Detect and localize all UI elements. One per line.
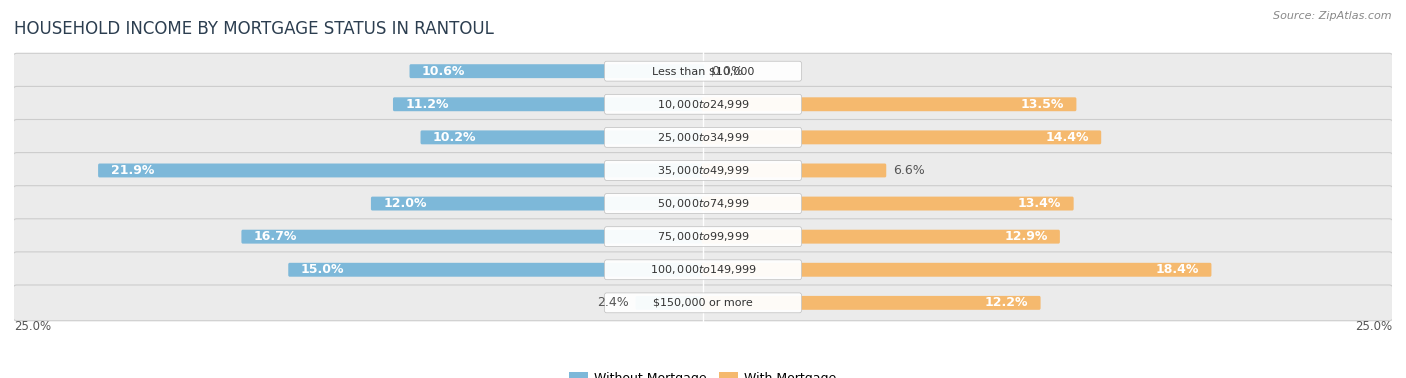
FancyBboxPatch shape [288,263,704,277]
FancyBboxPatch shape [409,64,704,78]
FancyBboxPatch shape [242,230,704,243]
FancyBboxPatch shape [702,263,1212,277]
FancyBboxPatch shape [605,227,801,246]
FancyBboxPatch shape [702,97,1077,111]
Text: 14.4%: 14.4% [1045,131,1088,144]
FancyBboxPatch shape [13,186,1393,222]
FancyBboxPatch shape [702,164,886,177]
FancyBboxPatch shape [702,296,1040,310]
FancyBboxPatch shape [605,127,801,147]
Text: 15.0%: 15.0% [301,263,344,276]
Text: 11.2%: 11.2% [405,98,449,111]
Text: 2.4%: 2.4% [596,296,628,309]
Text: 18.4%: 18.4% [1156,263,1199,276]
FancyBboxPatch shape [605,194,801,214]
Text: 13.4%: 13.4% [1018,197,1062,210]
FancyBboxPatch shape [605,260,801,280]
FancyBboxPatch shape [13,219,1393,254]
Text: 16.7%: 16.7% [254,230,297,243]
Text: 0.0%: 0.0% [711,65,744,77]
FancyBboxPatch shape [13,87,1393,122]
FancyBboxPatch shape [13,119,1393,155]
FancyBboxPatch shape [636,296,704,310]
Text: 25.0%: 25.0% [1355,320,1392,333]
Text: $75,000 to $99,999: $75,000 to $99,999 [657,230,749,243]
Text: $50,000 to $74,999: $50,000 to $74,999 [657,197,749,210]
FancyBboxPatch shape [605,61,801,81]
FancyBboxPatch shape [371,197,704,211]
Text: $35,000 to $49,999: $35,000 to $49,999 [657,164,749,177]
FancyBboxPatch shape [13,53,1393,89]
Text: $10,000 to $24,999: $10,000 to $24,999 [657,98,749,111]
FancyBboxPatch shape [13,252,1393,288]
Text: 12.2%: 12.2% [984,296,1028,309]
FancyBboxPatch shape [605,94,801,114]
Text: 10.6%: 10.6% [422,65,465,77]
Text: Source: ZipAtlas.com: Source: ZipAtlas.com [1274,11,1392,21]
Text: 25.0%: 25.0% [14,320,51,333]
Text: Less than $10,000: Less than $10,000 [652,66,754,76]
Text: $100,000 to $149,999: $100,000 to $149,999 [650,263,756,276]
Text: 13.5%: 13.5% [1021,98,1064,111]
Text: 21.9%: 21.9% [111,164,153,177]
FancyBboxPatch shape [702,230,1060,243]
Text: 12.9%: 12.9% [1004,230,1047,243]
FancyBboxPatch shape [392,97,704,111]
FancyBboxPatch shape [13,153,1393,188]
Text: $150,000 or more: $150,000 or more [654,298,752,308]
Text: HOUSEHOLD INCOME BY MORTGAGE STATUS IN RANTOUL: HOUSEHOLD INCOME BY MORTGAGE STATUS IN R… [14,20,494,38]
FancyBboxPatch shape [13,285,1393,321]
Text: $25,000 to $34,999: $25,000 to $34,999 [657,131,749,144]
FancyBboxPatch shape [605,293,801,313]
Text: 12.0%: 12.0% [384,197,427,210]
FancyBboxPatch shape [98,164,704,177]
Text: 10.2%: 10.2% [433,131,477,144]
Legend: Without Mortgage, With Mortgage: Without Mortgage, With Mortgage [564,367,842,378]
FancyBboxPatch shape [702,130,1101,144]
FancyBboxPatch shape [605,161,801,180]
FancyBboxPatch shape [420,130,704,144]
FancyBboxPatch shape [702,197,1074,211]
Text: 6.6%: 6.6% [893,164,925,177]
